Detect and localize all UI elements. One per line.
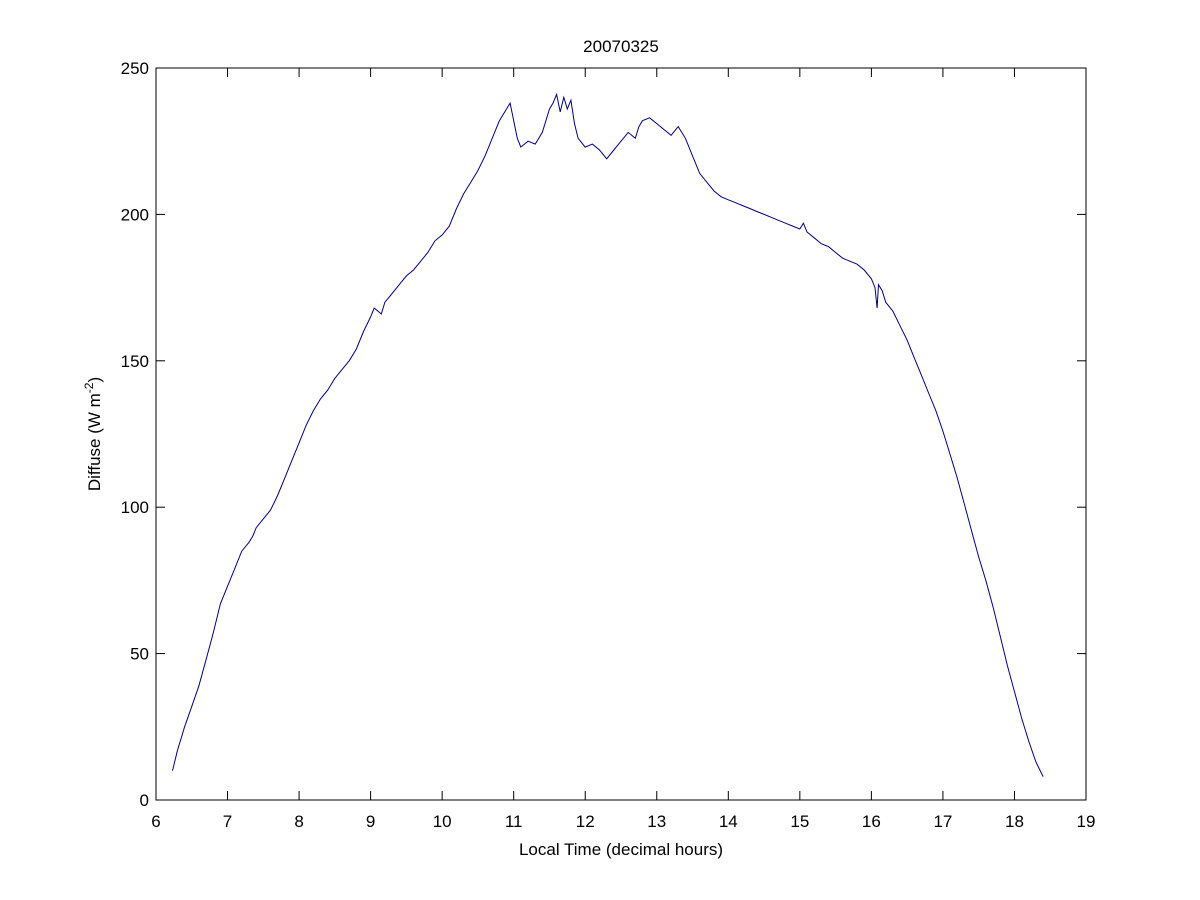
y-tick-label: 50	[130, 645, 149, 664]
y-tick-label: 100	[121, 498, 149, 517]
y-tick-label: 200	[121, 205, 149, 224]
x-tick-label: 13	[647, 812, 666, 831]
y-axis-label: Diffuse (W m-2)	[82, 377, 104, 491]
x-tick-label: 10	[433, 812, 452, 831]
x-tick-label: 18	[1005, 812, 1024, 831]
x-tick-label: 16	[862, 812, 881, 831]
x-axis: 6 7 8 9 10 11 12 13 14 15 16 17 18 19	[151, 68, 1095, 831]
x-tick-label: 9	[366, 812, 375, 831]
chart-title: 20070325	[583, 37, 659, 56]
x-axis-label: Local Time (decimal hours)	[519, 840, 723, 859]
series-line	[172, 92, 1044, 777]
x-tick-label: 6	[151, 812, 160, 831]
x-tick-label: 14	[719, 812, 738, 831]
x-tick-label: 15	[790, 812, 809, 831]
plot-area	[155, 67, 1087, 801]
y-axis-label-main: Diffuse (W m	[85, 393, 104, 491]
y-tick-label: 150	[121, 352, 149, 371]
y-axis: 0 50 100 150 200 250	[121, 59, 1086, 810]
y-tick-label: 250	[121, 59, 149, 78]
x-tick-label: 19	[1077, 812, 1096, 831]
x-tick-label: 8	[294, 812, 303, 831]
x-tick-label: 12	[576, 812, 595, 831]
y-tick-label: 0	[140, 791, 149, 810]
y-axis-label-exponent: -2	[82, 382, 96, 393]
x-tick-label: 7	[223, 812, 232, 831]
x-tick-label: 17	[933, 812, 952, 831]
x-tick-label: 11	[505, 812, 523, 831]
y-axis-label-close: )	[85, 377, 104, 383]
